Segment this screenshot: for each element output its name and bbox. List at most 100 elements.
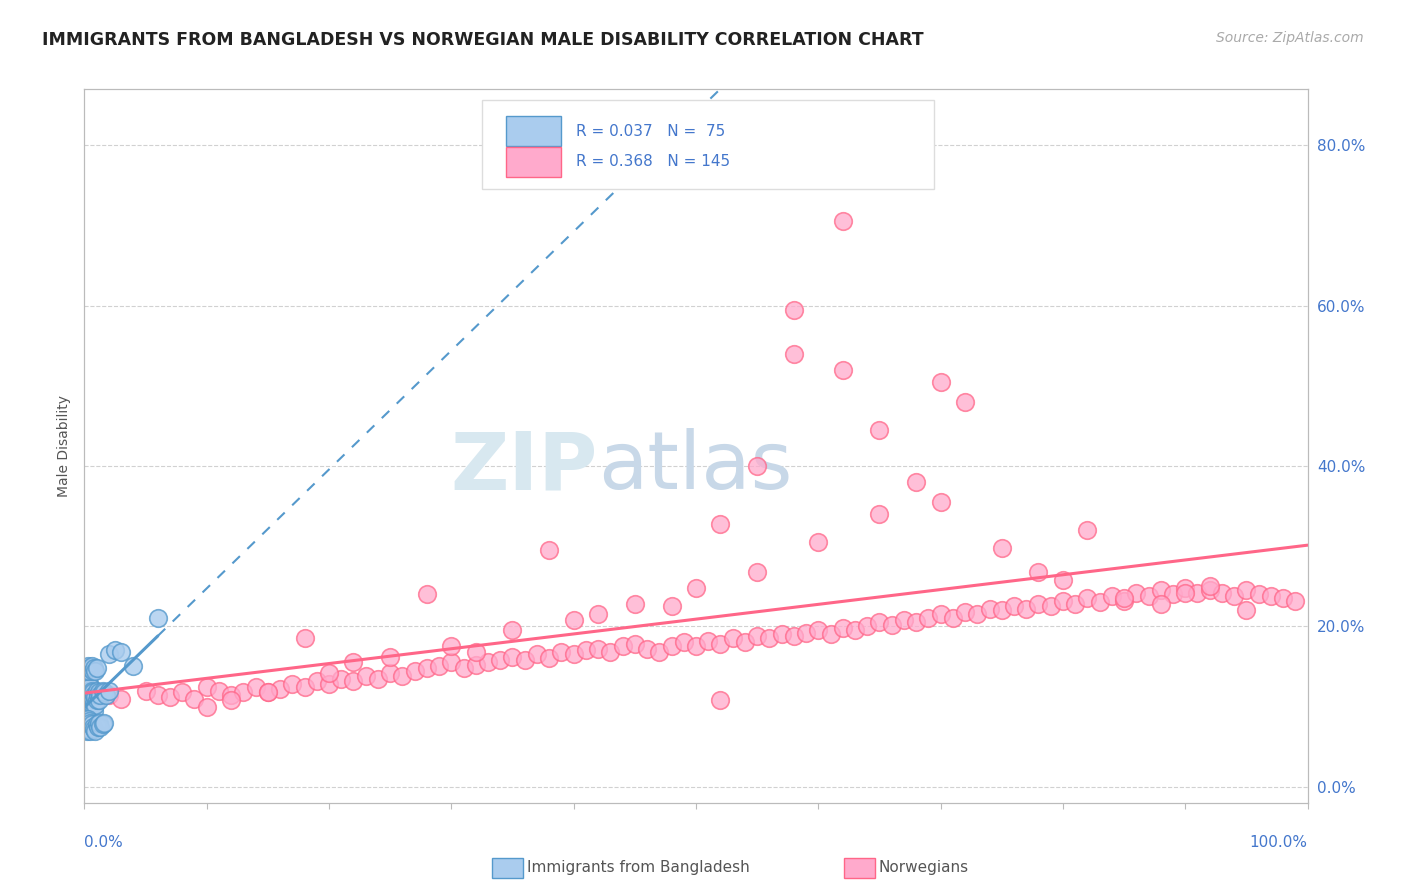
Point — [89, 688, 111, 702]
Point — [893, 613, 915, 627]
Point — [869, 423, 891, 437]
Point — [93, 715, 115, 730]
Point — [82, 701, 104, 715]
Point — [709, 637, 731, 651]
Point — [77, 675, 100, 690]
Point — [747, 458, 769, 473]
Point — [831, 363, 853, 377]
Point — [966, 607, 988, 622]
Bar — [506, 147, 561, 177]
Point — [318, 665, 340, 680]
Point — [599, 645, 621, 659]
Point — [1028, 565, 1050, 579]
Point — [783, 347, 806, 361]
Point — [953, 605, 976, 619]
Point — [97, 648, 120, 662]
Point — [318, 677, 340, 691]
Point — [1260, 589, 1282, 603]
Point — [526, 648, 548, 662]
Point — [1284, 593, 1306, 607]
Point — [991, 541, 1014, 555]
Point — [104, 643, 127, 657]
Point — [146, 688, 169, 702]
Point — [770, 627, 793, 641]
Point — [245, 680, 267, 694]
Point — [91, 717, 114, 731]
Point — [550, 645, 572, 659]
Point — [80, 699, 103, 714]
Point — [709, 516, 731, 531]
Point — [929, 375, 952, 389]
Point — [1137, 589, 1160, 603]
Point — [1052, 593, 1074, 607]
Point — [77, 659, 100, 673]
Point — [84, 698, 107, 712]
Point — [477, 656, 499, 670]
Point — [305, 673, 328, 688]
Point — [905, 615, 928, 630]
FancyBboxPatch shape — [482, 100, 935, 189]
Point — [831, 214, 853, 228]
Point — [636, 641, 658, 656]
Point — [502, 624, 524, 638]
Point — [880, 617, 903, 632]
Point — [709, 693, 731, 707]
Point — [96, 688, 118, 702]
Point — [391, 669, 413, 683]
Point — [76, 715, 98, 730]
Point — [586, 641, 609, 656]
Point — [84, 664, 107, 678]
Point — [869, 507, 891, 521]
Point — [440, 640, 463, 654]
Point — [93, 685, 115, 699]
Point — [91, 683, 114, 698]
Point — [84, 690, 107, 704]
Text: R = 0.368   N = 145: R = 0.368 N = 145 — [576, 154, 730, 169]
Point — [77, 693, 100, 707]
Point — [586, 607, 609, 622]
Point — [195, 699, 218, 714]
Point — [905, 475, 928, 489]
Point — [86, 661, 108, 675]
Point — [624, 597, 647, 611]
Point — [86, 717, 108, 731]
Point — [77, 712, 100, 726]
Point — [538, 651, 561, 665]
Point — [685, 640, 707, 654]
Point — [76, 675, 98, 690]
Point — [1174, 585, 1197, 599]
Point — [1198, 579, 1220, 593]
Point — [367, 672, 389, 686]
Point — [1211, 585, 1233, 599]
Point — [87, 715, 110, 730]
Point — [80, 691, 103, 706]
Point — [97, 683, 120, 698]
Point — [1236, 583, 1258, 598]
Point — [80, 683, 103, 698]
Point — [79, 715, 101, 730]
Point — [734, 635, 756, 649]
Point — [80, 717, 103, 731]
Point — [1039, 599, 1062, 614]
Point — [1076, 591, 1098, 606]
Point — [269, 681, 291, 696]
Point — [219, 693, 242, 707]
Point — [83, 696, 105, 710]
Point — [86, 693, 108, 707]
Point — [697, 633, 720, 648]
Point — [575, 643, 598, 657]
Point — [1076, 523, 1098, 537]
Point — [1150, 597, 1173, 611]
Point — [294, 680, 316, 694]
Text: ZIP: ZIP — [451, 428, 598, 507]
Point — [80, 659, 103, 673]
Point — [75, 680, 97, 694]
Point — [1015, 601, 1038, 615]
Point — [1223, 589, 1246, 603]
Point — [294, 632, 316, 646]
Point — [612, 640, 634, 654]
Point — [1052, 573, 1074, 587]
Point — [76, 683, 98, 698]
Point — [1125, 585, 1147, 599]
Point — [75, 664, 97, 678]
